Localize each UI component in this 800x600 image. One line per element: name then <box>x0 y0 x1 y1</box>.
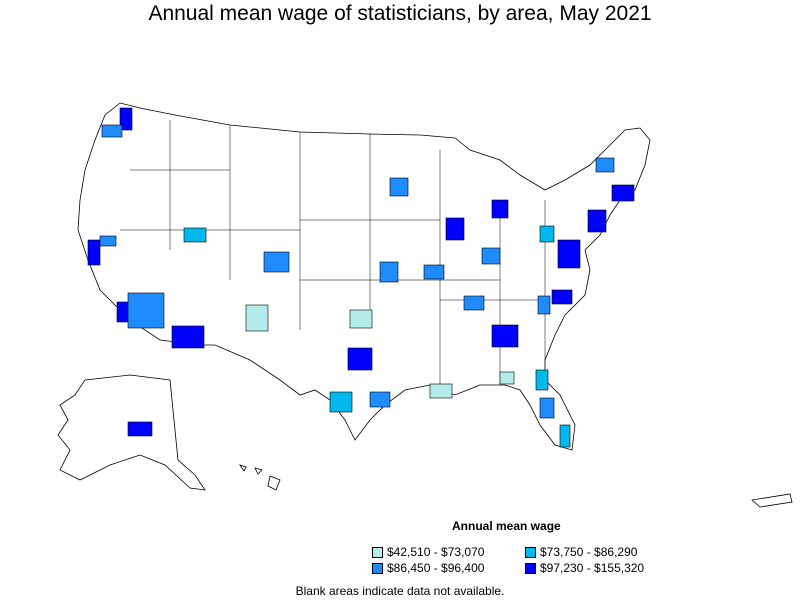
new-england-area <box>595 157 615 173</box>
nyc-area <box>587 209 607 233</box>
minneapolis-area <box>389 177 409 197</box>
chicago-area <box>445 217 465 241</box>
seattle-area <box>119 107 133 131</box>
kansas-city-area <box>379 261 399 283</box>
sf-bay-area <box>87 239 101 266</box>
tucson-area <box>171 325 205 349</box>
legend-item-4: $97,230 - $155,320 <box>525 561 644 575</box>
boston-area <box>611 184 635 202</box>
atlanta-area <box>491 324 519 348</box>
legend-swatch <box>372 562 383 574</box>
miami-area <box>559 424 571 448</box>
ohio-area <box>481 247 501 265</box>
oklahoma-area <box>349 309 373 329</box>
south-carolina-area <box>499 371 515 385</box>
virginia-area <box>551 289 573 305</box>
alaska-anchorage-area <box>127 421 153 437</box>
phoenix-area <box>127 292 165 329</box>
austin-area <box>329 391 353 413</box>
legend-label: $86,450 - $96,400 <box>387 561 485 575</box>
sacramento-area <box>99 235 117 247</box>
map-title: Annual mean wage of statisticians, by ar… <box>148 2 652 25</box>
legend-item-2: $73,750 - $86,290 <box>525 545 637 559</box>
legend-label: $97,230 - $155,320 <box>540 561 645 575</box>
legend-swatch <box>525 562 536 574</box>
boise-area <box>183 227 207 243</box>
dc-area <box>557 239 581 269</box>
legend-title: Annual mean wage <box>452 519 561 533</box>
houston-area <box>369 391 391 408</box>
new-mexico-area <box>245 304 269 332</box>
legend-item-1: $42,510 - $73,070 <box>372 545 484 559</box>
dallas-area <box>347 347 373 371</box>
legend-label: $42,510 - $73,070 <box>387 545 485 559</box>
nashville-area <box>463 295 485 311</box>
tampa-area <box>539 397 555 419</box>
legend-item-3: $86,450 - $96,400 <box>372 561 484 575</box>
detroit-area <box>491 199 509 219</box>
legend-swatch <box>525 546 536 558</box>
pennsylvania-area <box>539 225 555 243</box>
hawaii-outline <box>239 464 281 491</box>
puerto-rico-outline <box>751 493 793 508</box>
st-louis-area <box>423 264 445 280</box>
louisiana-area <box>429 383 453 399</box>
denver-area <box>263 251 290 273</box>
legend-swatch <box>372 546 383 558</box>
legend-label: $73,750 - $86,290 <box>540 545 638 559</box>
jacksonville-area <box>535 369 549 391</box>
portland-area <box>101 124 123 138</box>
footnote: Blank areas indicate data not available. <box>295 584 505 598</box>
raleigh-area <box>537 295 551 315</box>
